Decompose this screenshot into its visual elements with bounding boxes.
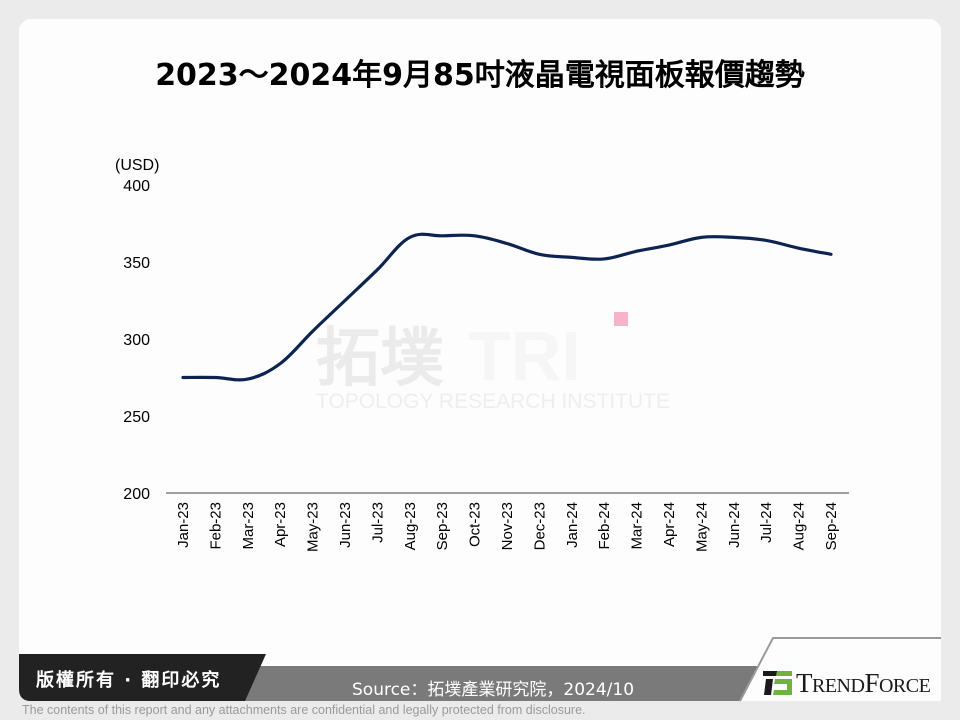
trendforce-logo-icon [763,671,792,695]
x-tick-label: Apr-24 [661,502,678,547]
disclaimer: The contents of this report and any atta… [22,703,586,717]
source-band [231,666,780,701]
watermark-en: TOPOLOGY RESEARCH INSTITUTE [316,390,670,413]
x-tick-label: Sep-23 [434,502,451,550]
slide-card [19,19,941,701]
footer-graphics [19,637,941,702]
x-tick-label: Apr-23 [272,502,289,547]
x-tick-label: Jun-23 [337,502,354,548]
copyright-band [19,654,266,701]
watermark: 拓墣 TRI TOPOLOGY RESEARCH INSTITUTE [316,312,670,413]
series-line [181,232,833,382]
x-tick-label: Sep-24 [823,502,840,550]
copyright-notice: 版權所有 · 翻印必究 [36,670,222,691]
watermark-accent-square [614,312,628,326]
watermark-cn: 拓墣 [316,322,444,396]
x-tick-label: Nov-23 [499,502,516,550]
x-tick-label: Aug-23 [402,502,419,550]
watermark-tri: TRI [468,317,581,395]
x-tick-label: May-23 [305,502,322,552]
x-tick-label: Jan-24 [564,502,581,548]
brand-name: TRENDFORCE [796,668,931,698]
x-tick-label: Feb-23 [207,502,224,550]
source-label: Source：拓墣產業研究院，2024/10 [352,680,635,700]
y-tick-250: 250 [123,409,150,426]
x-tick-label: Aug-24 [791,502,808,550]
x-tick-label: Oct-23 [467,502,484,547]
x-tick-label: Jul-24 [758,502,775,543]
y-tick-200: 200 [123,486,150,503]
x-tick-label: Mar-23 [240,502,257,550]
y-axis-unit: (USD) [115,157,159,174]
y-tick-300: 300 [123,332,150,349]
y-axis-ticks: 400 350 300 250 200 [123,178,150,503]
x-tick-label: Feb-24 [596,502,613,550]
chart-title: 2023～2024年9月85吋液晶電視面板報價趨勢 [155,58,805,93]
x-tick-label: Jan-23 [175,502,192,548]
y-tick-350: 350 [123,255,150,272]
x-tick-label: May-24 [693,502,710,552]
x-tick-label: Jul-23 [369,502,386,543]
x-tick-label: Jun-24 [726,502,743,548]
x-axis-ticks: Jan-23 Feb-23 Mar-23 Apr-23 May-23 Jun-23 Jul-… [175,502,840,552]
x-tick-label: Mar-24 [629,502,646,550]
y-tick-400: 400 [123,178,150,195]
logo-panel-border [739,637,941,702]
x-tick-label: Dec-23 [531,502,548,550]
